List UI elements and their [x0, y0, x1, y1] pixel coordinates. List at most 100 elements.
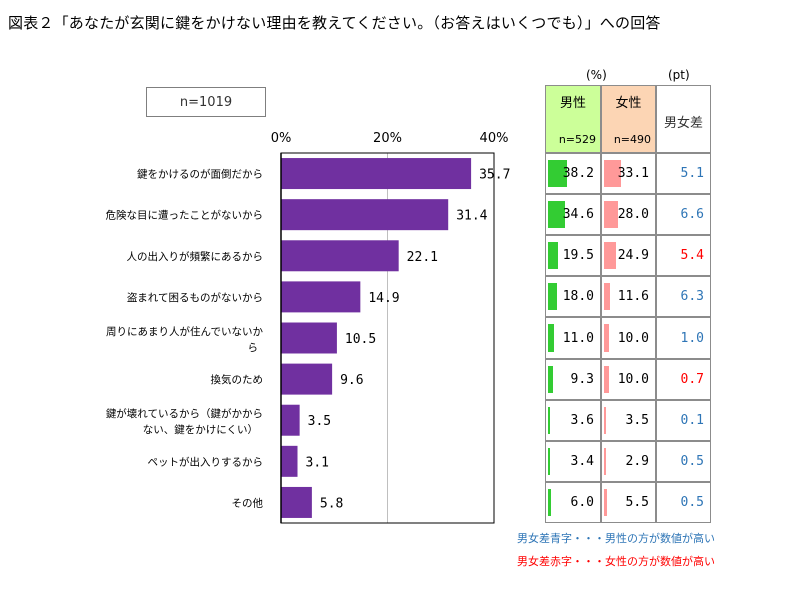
male-header-label: 男性 [559, 96, 586, 111]
bar-chart: 0% 20% 40% 35.7 鍵をかけるのが面倒だから 31.4 危険な目に遭ったことがな… [106, 131, 510, 524]
diff-cell: 0.5 [656, 482, 711, 523]
male-value: 34.6 [562, 207, 594, 222]
male-cell: 38.2 [545, 153, 601, 194]
female-value: 5.5 [625, 495, 649, 510]
bar [281, 281, 361, 313]
data-label: 9.6 [340, 373, 363, 388]
category-label: 鍵をかけるのが面倒だから [137, 168, 263, 181]
male-value: 11.0 [562, 330, 594, 346]
female-mini-bar [604, 283, 610, 310]
female-value: 10.0 [617, 330, 649, 346]
male-value: 3.4 [570, 454, 594, 469]
female-mini-bar [604, 160, 621, 187]
male-cell: 11.0 [545, 317, 601, 359]
diff-cell: 0.5 [656, 441, 711, 482]
female-cell: 10.0 [601, 317, 656, 359]
category-label: 危険な目に遭ったことがないから [106, 209, 264, 222]
data-label: 5.8 [320, 496, 343, 511]
female-header-label: 女性 [615, 96, 642, 111]
diff-cell: 5.1 [656, 153, 711, 194]
diff-value: 0.7 [680, 372, 704, 387]
data-label: 3.1 [306, 455, 329, 470]
diff-header-label: 男女差 [663, 116, 703, 131]
chart-title: 図表２「あなたが玄関に鍵をかけない理由を教えてください。（お答えはいくつでも）」… [8, 14, 661, 32]
data-label: 10.5 [345, 332, 376, 347]
red-note: 男女差赤字・・・女性の方が数値が高い [517, 555, 715, 568]
female-mini-bar [604, 324, 609, 352]
female-cell: 24.9 [601, 235, 656, 276]
male-mini-bar [548, 324, 554, 352]
diff-cell: 0.1 [656, 400, 711, 441]
male-mini-bar [548, 201, 566, 228]
male-mini-bar [548, 366, 553, 393]
diff-value: 1.0 [680, 330, 704, 346]
female-value: 11.6 [617, 289, 649, 304]
bar [281, 363, 333, 395]
male-cell: 3.4 [545, 441, 601, 482]
x-tick-label: 40% [480, 131, 509, 146]
male-value: 6.0 [570, 495, 594, 510]
female-header: 女性 n=490 [601, 85, 656, 153]
male-cell: 18.0 [545, 276, 601, 317]
female-value: 24.9 [617, 248, 649, 263]
male-value: 9.3 [570, 372, 594, 387]
male-mini-bar [548, 283, 557, 310]
female-cell: 11.6 [601, 276, 656, 317]
diff-cell: 0.7 [656, 359, 711, 400]
female-cell: 5.5 [601, 482, 656, 523]
diff-value: 6.6 [680, 207, 704, 222]
bar [281, 322, 337, 354]
male-cell: 34.6 [545, 194, 601, 235]
bar [281, 445, 298, 477]
female-mini-bar [604, 201, 618, 228]
female-mini-bar [604, 366, 609, 393]
diff-cell: 6.3 [656, 276, 711, 317]
category-label: 人の出入りが頻繁にあるから [127, 250, 264, 263]
male-value: 3.6 [570, 413, 594, 428]
male-mini-bar [548, 489, 551, 516]
percent-unit-label: (%) [586, 68, 607, 82]
diff-cell: 1.0 [656, 317, 711, 359]
male-cell: 3.6 [545, 400, 601, 441]
data-label: 14.9 [368, 291, 399, 306]
male-sample-size: n=529 [558, 133, 596, 146]
data-label: 22.1 [407, 250, 438, 265]
female-value: 3.5 [625, 413, 649, 428]
female-cell: 33.1 [601, 153, 656, 194]
male-cell: 6.0 [545, 482, 601, 523]
male-mini-bar [548, 242, 558, 269]
male-mini-bar [548, 448, 550, 475]
category-label: 鍵が壊れているから（鍵がかからない、鍵をかけにくい） [106, 407, 263, 436]
female-value: 33.1 [617, 166, 649, 181]
female-value: 2.9 [625, 454, 649, 469]
female-sample-size: n=490 [613, 133, 651, 146]
male-value: 18.0 [562, 289, 594, 304]
bar [281, 240, 399, 272]
male-value: 19.5 [562, 248, 594, 263]
bar [281, 486, 312, 518]
male-mini-bar [548, 160, 568, 187]
female-mini-bar [604, 448, 606, 475]
female-mini-bar [604, 407, 606, 434]
female-value: 28.0 [617, 207, 649, 222]
diff-value: 5.4 [680, 248, 704, 263]
diff-cell: 6.6 [656, 194, 711, 235]
female-cell: 10.0 [601, 359, 656, 400]
male-value: 38.2 [562, 166, 594, 181]
category-label: 盗まれて困るものがないから [127, 291, 263, 304]
sample-size-box: n=1019 [146, 87, 266, 117]
male-cell: 19.5 [545, 235, 601, 276]
diff-value: 0.5 [680, 454, 704, 469]
female-mini-bar [604, 242, 617, 269]
female-cell: 3.5 [601, 400, 656, 441]
x-tick-label: 0% [271, 131, 292, 146]
diff-value: 6.3 [680, 289, 704, 304]
female-cell: 28.0 [601, 194, 656, 235]
data-label: 3.5 [308, 414, 331, 429]
data-label: 35.7 [479, 168, 510, 183]
data-label: 31.4 [456, 209, 487, 224]
female-cell: 2.9 [601, 441, 656, 482]
category-label: 周りにあまり人が住んでいないから [106, 325, 263, 354]
diff-value: 0.1 [680, 413, 704, 428]
category-label: 換気のため [211, 373, 264, 386]
